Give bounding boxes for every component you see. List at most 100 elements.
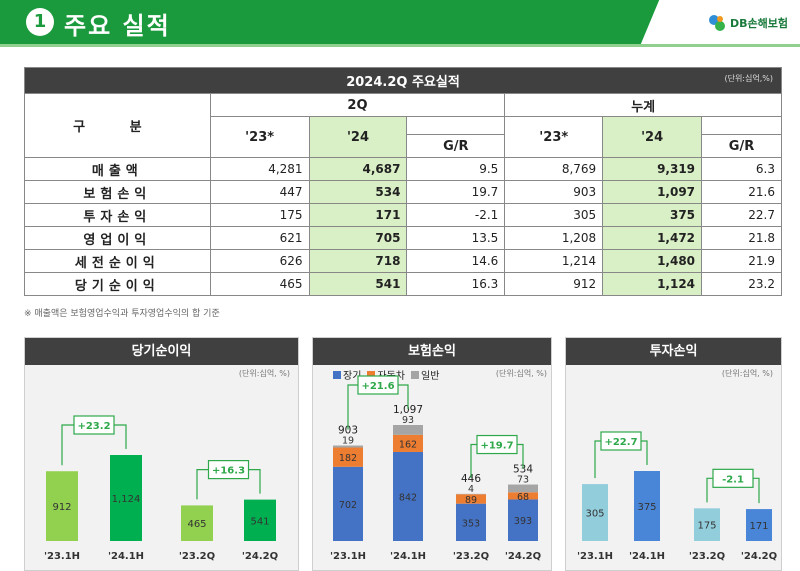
stacked-bar-segment [393,451,423,541]
bar-total-label: 1,097 [393,404,423,416]
segment-value-label: 89 [465,495,477,506]
table-row: 보험손익 447 534 19.7 903 1,097 21.6 [24,180,782,204]
stacked-bar-segment [508,484,538,493]
row-label: 당기순이익 [24,272,211,296]
x-tick-label: '24.1H [629,551,665,562]
cell: 13.5 [406,226,506,250]
cell: 14.6 [406,249,506,273]
cell: 21.9 [701,249,782,273]
cell: 19.7 [406,180,506,204]
x-tick-label: '23.1H [577,551,613,562]
growth-badge-2q-label: +16.3 [212,466,245,477]
investment-income-panel: 투자손익 (단위:십억, %) 305 '23.1H 375 '24.1H 175 '23… [565,337,782,571]
bar-value-label: 171 [749,521,768,532]
x-tick-label: '23.1H [44,551,80,562]
growth-badge-1h-box [600,431,642,451]
stacked-bar-segment [508,499,538,541]
bar-value-label: 375 [637,502,656,513]
stacked-bar-segment [333,447,363,467]
results-table: 2024.2Q 주요실적 (단위:십억,%) 구 분 2Q 누계 '23* '2… [24,67,782,296]
x-tick-label: '23.1H [330,551,366,562]
cell: 621 [209,226,310,250]
table-row: 당기순이익 465 541 16.3 912 1,124 23.2 [24,272,782,296]
x-tick-label: '23.2Q [179,551,215,562]
cell: 16.3 [406,272,506,296]
x-tick-label: '24.1H [108,551,144,562]
cell: 1,097 [602,180,703,204]
cell: 1,208 [504,226,604,250]
stacked-bar-segment [508,492,538,500]
logo-text: DB손해보험 [730,17,788,30]
investment-income-chart: 305 '23.1H 375 '24.1H 175 '23.2Q 171 '24.2Q +22.… [577,431,777,562]
x-tick-label: '23.2Q [689,551,725,562]
subcol-2q-23: '23* [209,116,310,158]
cell: 1,214 [504,249,604,273]
insurance-income-unit: (단위:십억, %) [495,369,547,378]
bar [634,471,660,541]
cell: 912 [504,272,604,296]
table-row: 영업이익 621 705 13.5 1,208 1,472 21.8 [24,226,782,250]
table-row: 매출액 4,281 4,687 9.5 8,769 9,319 6.3 [24,157,782,181]
subcol-2q-gr: G/R [406,134,506,158]
cell: 1,480 [602,249,703,273]
stacked-bar-segment [456,503,486,541]
cell: 1,472 [602,226,703,250]
net-income-title: 당기순이익 [25,338,298,365]
cell: 447 [209,180,310,204]
cell: 903 [504,180,604,204]
subcol-cum-23: '23* [504,116,604,158]
subcol-cum-gr: G/R [701,134,782,158]
cell: 718 [308,249,408,273]
bar-total-label: 903 [338,425,358,437]
growth-badge-1h-label: +23.2 [77,421,110,432]
bar [746,509,772,541]
bar [181,505,213,541]
bar-value-label: 912 [52,502,71,513]
page-title: 주요 실적 [64,12,171,40]
segment-value-label: 353 [462,518,480,529]
segment-value-label: 393 [514,516,532,527]
legend-item-general: 일반 [411,367,439,382]
net-income-unit: (단위:십억, %) [238,369,290,378]
bar [694,508,720,541]
segment-value-label: 182 [339,453,357,464]
insurance-income-title: 보험손익 [313,338,551,365]
company-logo: DB손해보험 [706,12,788,34]
growth-badge-2q-box [476,434,518,455]
subcol-header-row: '23* '24 '23* '24 [25,116,782,158]
table-unit: (단위:십억,%) [724,74,773,83]
row-label: 보험손익 [24,180,211,204]
legend-label: 일반 [421,371,440,382]
growth-badge-1h-box [73,415,115,435]
growth-badge-2q-label: +19.7 [480,441,513,452]
stacked-bar-segment [333,466,363,541]
bar-value-label: 305 [585,509,604,520]
row-label: 매출액 [24,157,211,181]
bar [582,484,608,541]
segment-value-label: 842 [399,492,417,503]
legend-swatch [333,371,341,379]
segment-value-label: 68 [517,492,529,503]
cell: 171 [308,203,408,227]
cell: -2.1 [406,203,506,227]
table-row: 세전순이익 626 718 14.6 1,214 1,480 21.9 [24,249,782,273]
subcol-2q-24: '24 [308,116,408,158]
growth-badge-2q-box [207,460,250,480]
bar-total-label: 534 [513,464,533,476]
group-header-row: 구 분 2Q 누계 [24,93,782,158]
growth-badge-2q-box [712,468,754,488]
row-label: 투자손익 [24,203,211,227]
legend-swatch [367,371,376,379]
segment-value-label: 702 [339,500,357,511]
table-title: 2024.2Q 주요실적 [346,75,460,90]
growth-badge-1h-label: +21.6 [361,381,394,392]
table-title-cell: 2024.2Q 주요실적 (단위:십억,%) [24,67,782,94]
subcol-cum-gr-spacer [701,116,782,135]
cell: 534 [308,180,408,204]
segment-value-label: 162 [399,439,417,450]
growth-badge-1h-box [357,375,399,395]
bar-value-label: 465 [187,519,206,530]
segment-value-label: 4 [468,484,474,495]
cell: 375 [602,203,703,227]
